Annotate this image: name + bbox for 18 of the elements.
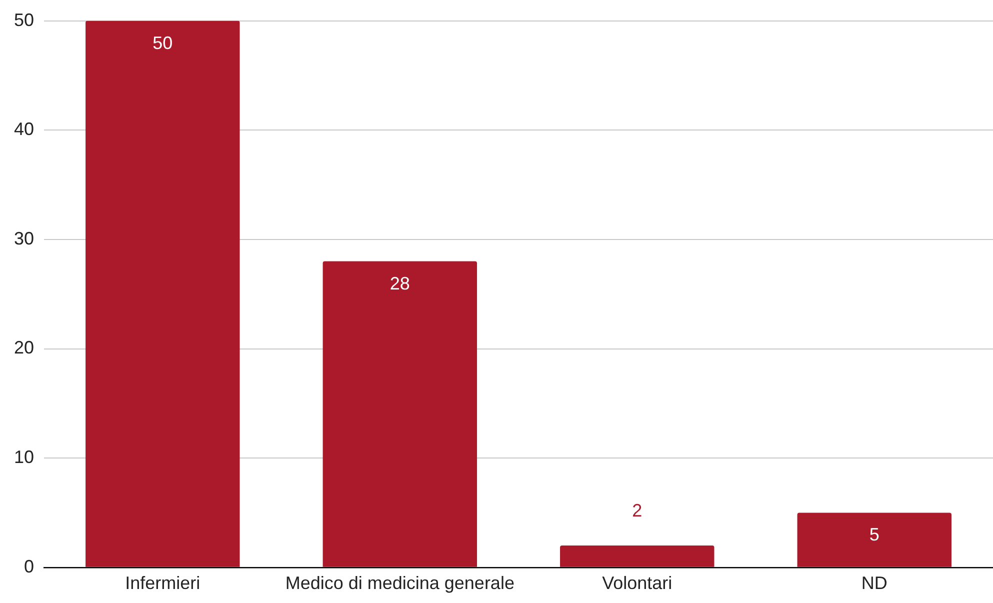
bar (560, 546, 714, 567)
data-label: 5 (869, 524, 880, 545)
y-tick-label: 0 (24, 556, 34, 576)
bar (86, 20, 240, 567)
bar (322, 261, 477, 567)
data-label: 28 (390, 273, 410, 294)
x-tick-label: Medico di medicina generale (285, 573, 514, 594)
y-tick-label: 10 (14, 447, 34, 468)
bar (797, 512, 952, 567)
x-tick-label: Infermieri (125, 573, 200, 594)
x-tick-label: Volontari (602, 573, 672, 594)
y-tick-label: 40 (14, 119, 34, 140)
y-tick-label: 20 (14, 338, 34, 358)
y-tick-label: 30 (14, 228, 34, 248)
data-label: 50 (152, 32, 173, 53)
data-label: 2 (632, 500, 642, 521)
x-tick-label: ND (861, 573, 888, 594)
y-tick-label: 50 (14, 10, 34, 30)
